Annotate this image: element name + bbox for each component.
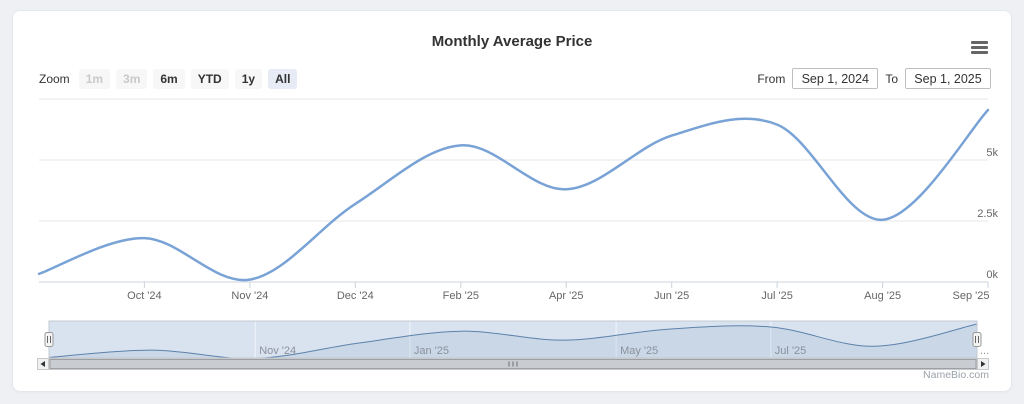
range-button-all[interactable]: All — [268, 68, 298, 89]
y-axis-label: 5k — [986, 147, 998, 159]
range-button-1m: 1m — [78, 68, 111, 89]
navigator-handle-right[interactable] — [972, 332, 982, 347]
y-axis-label: 0k — [986, 269, 998, 281]
navigator-axis-label: Nov '24 — [259, 345, 296, 357]
zoom-buttons-group: 1m 3m 6m YTD 1y All — [78, 68, 298, 89]
navigator-axis-label: Jan '25 — [414, 345, 449, 357]
to-label: To — [885, 71, 898, 86]
context-menu-button[interactable] — [971, 41, 988, 54]
price-line-series — [37, 108, 990, 282]
scrollbar-right-arrow[interactable] — [977, 358, 989, 370]
date-range-controls: From To — [757, 68, 991, 89]
navigator-area — [49, 324, 977, 359]
navigator-line-series — [48, 323, 978, 360]
x-axis-label: Sep '25 — [953, 290, 990, 302]
x-axis-label: Feb '25 — [443, 290, 479, 302]
navigator-track[interactable] — [49, 321, 977, 358]
x-axis-label: Nov '24 — [231, 290, 268, 302]
x-axis-label: Jun '25 — [654, 290, 689, 302]
price-chart-canvas: 0k 2.5k 5k Oct '24 Nov '24 Dec '24 Feb '25 Apr … — [37, 98, 998, 370]
from-date-input[interactable] — [792, 68, 879, 89]
navigator-truncated-label: ... — [980, 345, 989, 357]
x-axis-label: Aug '25 — [864, 290, 901, 302]
range-selector: Zoom 1m 3m 6m YTD 1y All — [39, 68, 298, 89]
to-date-input[interactable] — [905, 68, 991, 89]
x-axis-label: Apr '25 — [549, 290, 584, 302]
zoom-label: Zoom — [39, 71, 70, 86]
range-button-ytd[interactable]: YTD — [190, 68, 229, 89]
navigator-axis-label: May '25 — [620, 345, 658, 357]
hamburger-icon — [971, 41, 988, 54]
range-button-1y[interactable]: 1y — [234, 68, 263, 89]
chart-card: Monthly Average Price Zoom 1m 3m 6m YTD 1y Al… — [12, 10, 1012, 392]
triangle-right-icon — [981, 361, 986, 367]
x-axis-label: Oct '24 — [127, 290, 162, 302]
range-button-3m: 3m — [116, 68, 148, 89]
navigator-axis-label: Jul '25 — [775, 345, 806, 357]
range-button-6m[interactable]: 6m — [153, 68, 185, 89]
from-label: From — [757, 71, 786, 86]
navigator-handle-left[interactable] — [44, 332, 54, 347]
scrollbar-left-arrow[interactable] — [37, 358, 49, 370]
triangle-left-icon — [40, 361, 45, 367]
chart-title: Monthly Average Price — [431, 33, 593, 50]
watermark: NameBio.com — [923, 369, 989, 381]
x-axis-label: Dec '24 — [337, 290, 374, 302]
y-axis-label: 2.5k — [977, 208, 998, 220]
x-axis-label: Jul '25 — [761, 290, 792, 302]
